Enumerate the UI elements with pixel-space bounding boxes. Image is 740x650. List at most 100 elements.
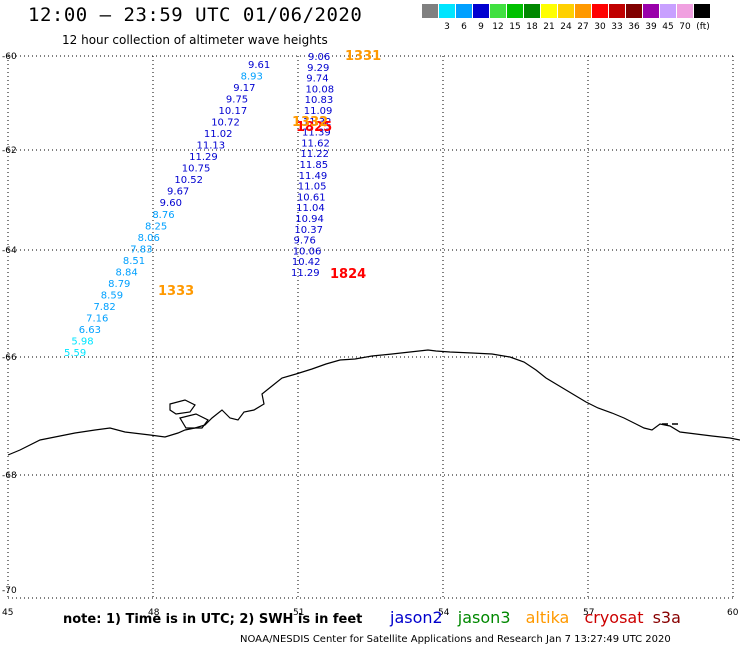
swh-value: 11.05 (298, 182, 327, 193)
coastline-inlet (169, 399, 196, 415)
swh-value: 9.17 (233, 83, 255, 94)
scale-swatch (694, 4, 710, 18)
swh-value: 10.06 (293, 246, 322, 257)
swh-value: 11.13 (196, 141, 225, 152)
lat-label: -70 (2, 586, 17, 596)
scale-swatch (490, 4, 506, 18)
scale-swatch (575, 4, 591, 18)
swh-value: 10.72 (211, 118, 240, 129)
swh-value: 8.06 (138, 233, 160, 244)
swh-value: 11.09 (304, 106, 333, 117)
scale-swatch (439, 4, 455, 18)
scale-label: 36 (628, 22, 640, 32)
lon-label: 45 (2, 608, 13, 618)
swh-value: 9.61 (248, 60, 270, 71)
swh-value: 7.82 (93, 302, 115, 313)
lon-label: 60 (727, 608, 739, 618)
swh-value: 10.83 (305, 95, 334, 106)
swh-value: 10.42 (292, 257, 321, 268)
lon-label: 48 (148, 608, 160, 618)
lat-label: -60 (2, 52, 17, 62)
legend-altika: altika (525, 608, 570, 627)
footer-credit: NOAA/NESDIS Center for Satellite Applica… (240, 634, 671, 645)
swh-value: 11.29 (291, 268, 320, 279)
map-axis-labels: -60 -62 -64 -66 -68 -70 45 48 51 54 57 60 (2, 52, 739, 618)
scale-swatch (609, 4, 625, 18)
swh-value: 10.75 (182, 164, 211, 175)
swh-value: 9.29 (307, 63, 329, 74)
swh-value: 10.94 (295, 214, 324, 225)
page-subtitle: 12 hour collection of altimeter wave hei… (62, 33, 328, 47)
swh-value: 11.04 (296, 203, 325, 214)
scale-label: 33 (611, 22, 623, 32)
map-gridlines (7, 55, 734, 599)
swh-value: 10.37 (294, 225, 323, 236)
coastline-inlet-2 (179, 413, 209, 429)
swh-value: 11.49 (299, 171, 328, 182)
swh-value: 5.98 (71, 336, 93, 347)
scale-swatch (626, 4, 642, 18)
swh-value: 8.25 (145, 221, 167, 232)
scale-label: 21 (543, 22, 555, 32)
swh-value: 11.29 (189, 152, 218, 163)
lat-label: -62 (2, 146, 17, 156)
swh-value: 8.76 (152, 210, 174, 221)
legend-jason2: jason2 (390, 608, 443, 627)
legend-cryosat: cryosat (584, 608, 644, 627)
swh-value: 8.79 (108, 279, 130, 290)
time-label: 1333 (158, 284, 194, 299)
lon-label: 57 (583, 608, 594, 618)
scale-swatch (422, 4, 438, 18)
swh-value: 10.08 (305, 84, 334, 95)
swh-value: 10.17 (219, 106, 248, 117)
swh-value: 11.02 (204, 129, 233, 140)
scale-label: 9 (478, 22, 484, 32)
time-label: 1332 (292, 115, 328, 130)
swh-value: 9.74 (306, 74, 328, 85)
scale-label: 39 (645, 22, 657, 32)
scale-label: 12 (492, 22, 504, 32)
swh-value: 11.62 (301, 138, 330, 149)
swh-value: 10.52 (174, 175, 203, 186)
scale-label: 45 (662, 22, 674, 32)
scale-swatch (524, 4, 540, 18)
lon-label: 54 (438, 608, 450, 618)
swh-value: 9.60 (160, 198, 182, 209)
swh-value: 10.61 (297, 192, 326, 203)
lat-label: -64 (2, 246, 17, 256)
swh-value: 11.39 (302, 128, 331, 139)
scale-label: 70 (679, 22, 691, 32)
swh-value: 8.59 (101, 290, 123, 301)
swh-value: 6.63 (79, 325, 101, 336)
satellite-tracks: 9.069.299.7410.0810.8311.0911.3211.3911.… (64, 49, 381, 359)
scale-label: 18 (526, 22, 538, 32)
page-title: 12:00 – 23:59 UTC 01/06/2020 (28, 4, 363, 26)
swh-value: 11.85 (300, 160, 329, 171)
swh-value: 9.75 (226, 95, 248, 106)
swh-value: 8.93 (241, 72, 263, 83)
time-label: 1331 (345, 49, 381, 64)
swh-value: 11.32 (303, 117, 332, 128)
swh-value: 9.06 (308, 52, 330, 63)
swh-value: 5.59 (64, 348, 86, 359)
swh-value: 8.51 (123, 256, 145, 267)
scale-swatch (592, 4, 608, 18)
scale-label: 27 (577, 22, 589, 32)
time-label: 1824 (330, 267, 366, 282)
swh-value: 9.67 (167, 187, 189, 198)
footer-note: note: 1) Time is in UTC; 2) SWH is in fe… (63, 612, 363, 627)
scale-unit: (ft) (696, 22, 710, 32)
time-label: 1825 (296, 120, 332, 135)
satellite-legend: jason2 jason3 altika cryosat s3a (390, 608, 691, 627)
scale-swatch (473, 4, 489, 18)
lat-label: -66 (2, 353, 17, 363)
lat-label: -68 (2, 471, 17, 481)
scale-label: 15 (509, 22, 521, 32)
scale-swatch (541, 4, 557, 18)
swh-value: 7.83 (130, 244, 152, 255)
swh-value: 9.76 (294, 236, 316, 247)
scale-label: 3 (444, 22, 450, 32)
scale-label: 30 (594, 22, 606, 32)
legend-s3a: s3a (652, 608, 681, 627)
